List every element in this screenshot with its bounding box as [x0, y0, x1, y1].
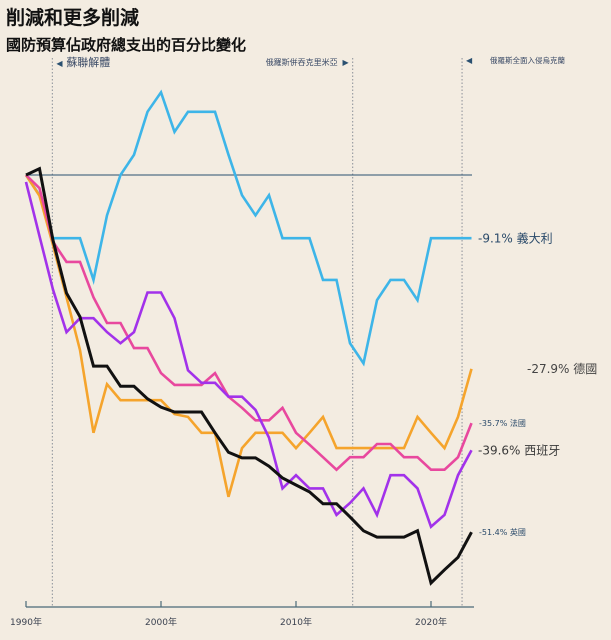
- x-tick-label: 2000年: [145, 616, 177, 628]
- end-label-英國: -51.4% 英國: [479, 527, 526, 537]
- event-arrow-icon: ◀: [56, 59, 63, 68]
- event-label: 蘇聯解體: [66, 55, 110, 69]
- chart-title: 削減和更多削減: [6, 6, 139, 29]
- x-tick-label: 2020年: [415, 616, 447, 628]
- series-line-法國: [25, 174, 473, 472]
- x-tick-label: 2010年: [280, 616, 312, 628]
- event-label: 俄羅斯併吞克里米亞: [266, 57, 338, 67]
- series-line-德國: [24, 174, 473, 498]
- end-label-德國: -27.9% 德國: [527, 361, 597, 376]
- series-line-義大利: [24, 89, 472, 367]
- event-arrow-icon: ◀: [466, 56, 473, 65]
- series-line-西班牙: [24, 181, 473, 529]
- end-label-法國: -35.7% 法國: [479, 418, 526, 428]
- end-label-義大利: -9.1% 義大利: [478, 230, 553, 245]
- event-label: 俄羅斯全面入侵烏克蘭: [490, 55, 565, 65]
- end-label-西班牙: -39.6% 西班牙: [478, 443, 560, 457]
- x-tick-label: 1990年: [10, 616, 42, 628]
- chart-subtitle: 國防預算佔政府總支出的百分比變化: [6, 36, 246, 54]
- series-line-英國: [25, 166, 473, 586]
- event-arrow-icon: ▶: [343, 58, 350, 67]
